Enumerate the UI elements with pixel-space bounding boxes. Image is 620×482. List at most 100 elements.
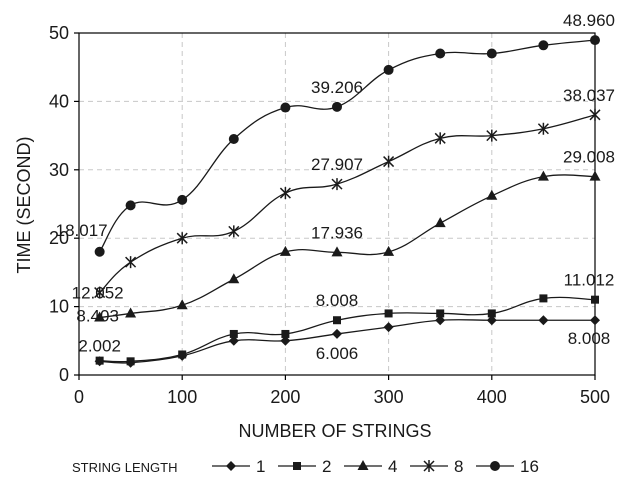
series-marker: [384, 309, 393, 318]
data-label: 6.006: [316, 344, 359, 363]
series-marker: [434, 132, 446, 145]
y-tick-label: 40: [49, 91, 69, 111]
square-marker: [126, 357, 135, 366]
triangle-marker: [434, 217, 446, 228]
series-marker: [178, 350, 187, 359]
series-marker: [229, 329, 238, 338]
series-marker: [383, 64, 394, 75]
series-marker: [589, 170, 601, 181]
legend-title: STRING LENGTH: [72, 460, 177, 475]
data-labels: 48.960 39.206 38.037 27.907 29.008 18.017 17.9…: [56, 11, 615, 363]
x-tick-label: 200: [270, 387, 300, 407]
series-marker: [94, 311, 106, 322]
circle-marker: [383, 64, 394, 75]
triangle-marker: [383, 245, 395, 256]
data-label: 12.052: [72, 284, 124, 303]
x-tick-label: 0: [74, 387, 84, 407]
data-label: 39.206: [311, 78, 363, 97]
circle-marker: [486, 48, 497, 59]
series-marker: [331, 246, 343, 257]
triangle-marker: [279, 245, 291, 256]
x-tick-label: 100: [167, 387, 197, 407]
triangle-marker: [228, 273, 240, 284]
legend-label: 2: [322, 457, 331, 476]
square-marker: [591, 295, 599, 304]
series-marker: [94, 246, 105, 257]
data-label: 8.008: [568, 329, 611, 348]
data-label: 38.037: [563, 86, 615, 105]
series-marker: [383, 245, 395, 256]
series-marker: [435, 315, 446, 326]
series-marker: [333, 316, 341, 325]
triangle-marker: [537, 170, 549, 181]
series-marker: [280, 102, 291, 113]
data-label: 48.960: [563, 11, 615, 30]
series-marker: [226, 461, 236, 471]
y-tick-label: 30: [49, 160, 69, 180]
series-2: [95, 294, 599, 366]
series-marker: [590, 315, 600, 326]
series-4: [94, 170, 601, 322]
plot-frame: [78, 32, 596, 376]
series-8: [94, 108, 601, 299]
series-marker: [176, 232, 188, 245]
square-marker: [229, 329, 238, 338]
circle-marker: [228, 134, 239, 145]
x-tick-label: 300: [374, 387, 404, 407]
legend: STRING LENGTH 1 2 4 8 16: [72, 457, 539, 476]
diamond-marker: [280, 335, 291, 346]
series-marker: [435, 48, 446, 59]
legend-entry-4: 4: [344, 457, 397, 476]
legend-entry-2: 2: [278, 457, 331, 476]
series-marker: [228, 273, 240, 284]
series-marker: [423, 460, 435, 472]
circle-marker: [490, 461, 500, 471]
series-marker: [228, 225, 240, 238]
y-axis-title: TIME (SECOND): [14, 137, 34, 274]
series-marker: [94, 286, 106, 299]
triangle-marker: [486, 189, 498, 200]
legend-entry-16: 16: [476, 457, 539, 476]
y-tick-label: 10: [49, 297, 69, 317]
y-tick-label: 50: [49, 23, 69, 43]
triangle-marker: [331, 246, 343, 257]
circle-marker: [590, 35, 600, 46]
series-marker: [228, 134, 239, 145]
data-label: 29.008: [563, 148, 615, 167]
series-marker: [486, 129, 498, 142]
triangle-marker: [589, 170, 601, 181]
diamond-marker: [383, 322, 394, 333]
series-marker: [434, 217, 446, 228]
triangle-marker: [357, 460, 369, 470]
series-marker: [281, 329, 290, 338]
diamond-marker: [228, 335, 239, 346]
series-marker: [177, 194, 188, 205]
circle-marker: [125, 200, 136, 211]
circle-marker: [435, 48, 446, 59]
triangle-marker: [176, 299, 188, 310]
series-marker: [280, 335, 291, 346]
square-marker: [95, 356, 104, 365]
diamond-marker: [486, 315, 497, 326]
series-marker: [125, 200, 136, 211]
x-tick-label: 500: [580, 387, 610, 407]
y-tick-label: 0: [59, 365, 69, 385]
legend-label: 1: [256, 457, 265, 476]
square-marker: [487, 309, 496, 318]
series: [94, 35, 601, 368]
series-marker: [383, 155, 395, 168]
square-marker: [178, 350, 187, 359]
data-label: 27.907: [311, 155, 363, 174]
legend-entry-1: 1: [212, 457, 265, 476]
square-marker: [539, 294, 548, 303]
circle-marker: [177, 194, 188, 205]
series-marker: [332, 328, 342, 339]
series-marker: [126, 357, 135, 366]
series-marker: [95, 356, 104, 365]
diamond-marker: [332, 328, 342, 339]
series-marker: [591, 295, 599, 304]
series-marker: [490, 461, 500, 471]
data-label: 11.012: [564, 271, 615, 290]
square-marker: [436, 309, 445, 318]
